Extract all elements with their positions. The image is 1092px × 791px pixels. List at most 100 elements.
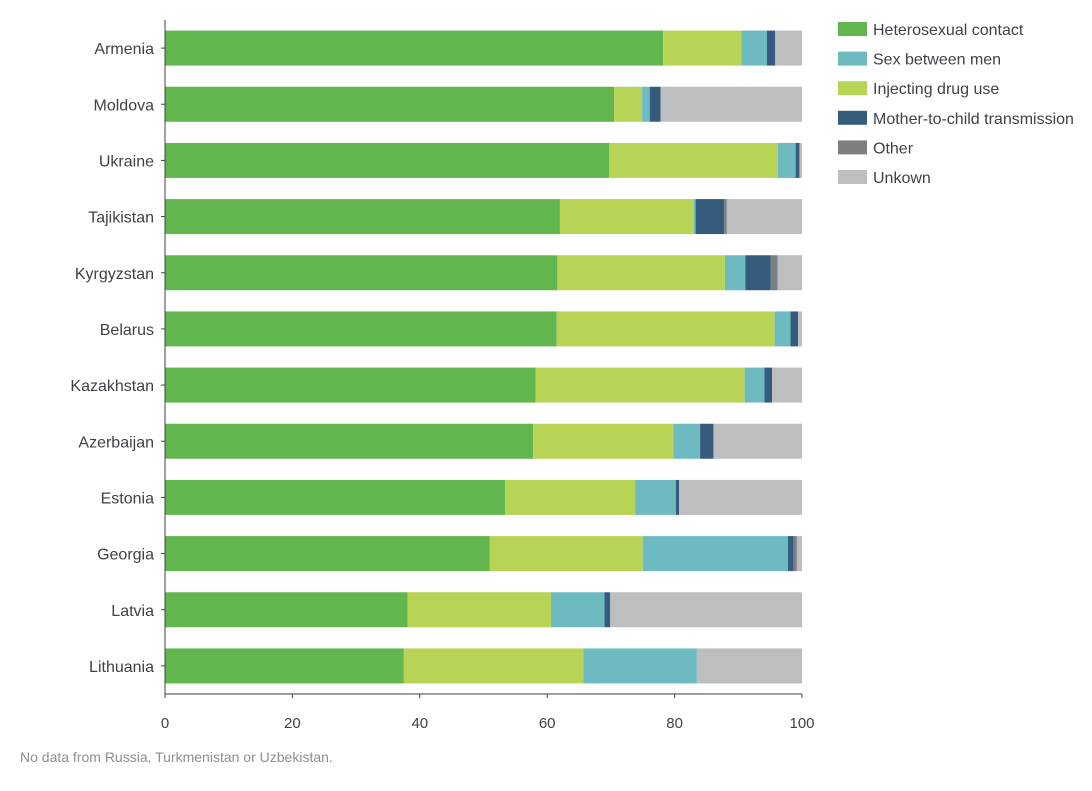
bar-segment	[713, 423, 802, 459]
x-tick-label: 80	[666, 715, 683, 732]
bar-segment	[777, 255, 802, 291]
bar-segment	[700, 423, 714, 459]
bar-segment	[796, 536, 802, 572]
bar-segment	[165, 86, 615, 122]
category-label: Tajikistan	[88, 210, 154, 227]
bar-segment	[726, 199, 802, 235]
bar-segment	[696, 648, 802, 684]
category-labels: Armenia Moldova Ukraine Tajikistan Kyrgyzsta…	[70, 41, 154, 676]
bar-segment	[673, 423, 701, 459]
legend-swatch	[838, 170, 867, 184]
category-label: Latvia	[111, 603, 154, 620]
category-label: Ukraine	[99, 153, 154, 170]
axes-layer	[161, 20, 803, 698]
bar-segment	[614, 86, 643, 122]
bar-segment	[604, 592, 611, 628]
bar-segment	[165, 142, 609, 178]
bar-segment	[766, 30, 776, 66]
bar-segment	[675, 479, 680, 515]
category-label: Estonia	[101, 490, 154, 507]
category-label: Georgia	[97, 547, 154, 564]
bar-segment	[660, 86, 802, 122]
bars-layer	[165, 30, 802, 684]
bar-segment	[557, 255, 725, 291]
legend-label: Other	[873, 140, 914, 157]
bar-segment	[642, 536, 788, 572]
bar-segment	[649, 86, 661, 122]
legend-swatch	[838, 110, 867, 125]
bar-segment	[774, 311, 791, 347]
bar-segment	[693, 199, 696, 235]
bar-segment	[165, 423, 534, 459]
x-tick-label: 100	[789, 715, 814, 732]
bar-segment	[165, 311, 557, 347]
bar-segment	[777, 142, 796, 178]
bar-segment	[165, 536, 490, 572]
x-tick-label: 40	[411, 715, 428, 732]
bar-segment	[165, 367, 536, 403]
category-label: Armenia	[94, 41, 154, 58]
legend: Heterosexual contact Sex between men Injec…	[838, 22, 1074, 187]
category-label: Moldova	[94, 97, 155, 114]
legend-swatch	[838, 22, 867, 36]
bar-segment	[724, 255, 746, 291]
bar-segment	[642, 86, 650, 122]
bar-segment	[793, 536, 797, 572]
legend-swatch	[838, 140, 867, 155]
bar-segment	[798, 311, 802, 347]
bar-segment	[745, 255, 771, 291]
bar-segment	[533, 423, 674, 459]
bar-segment	[787, 536, 794, 572]
bar-segment	[790, 311, 799, 347]
bar-segment	[505, 479, 636, 515]
category-label: Lithuania	[89, 659, 154, 676]
bar-segment	[559, 199, 694, 235]
bar-segment	[535, 367, 745, 403]
legend-swatch	[838, 51, 867, 66]
x-tick-label: 0	[161, 715, 169, 732]
bar-segment	[610, 592, 802, 628]
bar-segment	[165, 592, 408, 628]
bar-segment	[165, 255, 558, 291]
bar-segment	[770, 255, 778, 291]
x-tick-label: 20	[284, 715, 301, 732]
bar-segment	[795, 142, 800, 178]
legend-label: Unkown	[873, 170, 931, 187]
legend-label: Injecting drug use	[873, 81, 999, 98]
legend-label: Mother-to-child transmission	[873, 111, 1074, 128]
bar-segment	[775, 30, 802, 66]
bar-segment	[165, 479, 506, 515]
category-label: Belarus	[100, 322, 154, 339]
bar-segment	[608, 142, 778, 178]
bar-segment	[165, 30, 664, 66]
category-label: Azerbaijan	[78, 434, 154, 451]
legend-swatch	[838, 81, 867, 96]
bar-segment	[551, 592, 605, 628]
bar-segment	[679, 479, 802, 515]
x-tick-labels: 0 20 40 60 80 100	[161, 715, 815, 732]
legend-label: Sex between men	[873, 52, 1001, 69]
category-label: Kazakhstan	[70, 378, 154, 395]
footnote: No data from Russia, Turkmenistan or Uzb…	[20, 749, 333, 765]
bar-segment	[799, 142, 802, 178]
legend-label: Heterosexual contact	[873, 22, 1024, 39]
bar-segment	[741, 30, 767, 66]
x-tick-label: 60	[539, 715, 556, 732]
bar-segment	[556, 311, 775, 347]
bar-segment	[407, 592, 552, 628]
bar-segment	[663, 30, 742, 66]
bar-segment	[583, 648, 697, 684]
bar-segment	[772, 367, 802, 403]
category-label: Kyrgyzstan	[75, 266, 154, 283]
bar-segment	[744, 367, 765, 403]
bar-segment	[764, 367, 773, 403]
bar-segment	[724, 199, 727, 235]
bar-segment	[695, 199, 725, 235]
bar-segment	[403, 648, 584, 684]
bar-segment	[165, 648, 404, 684]
bar-segment	[489, 536, 643, 572]
bar-segment	[635, 479, 676, 515]
bar-segment	[165, 199, 560, 235]
